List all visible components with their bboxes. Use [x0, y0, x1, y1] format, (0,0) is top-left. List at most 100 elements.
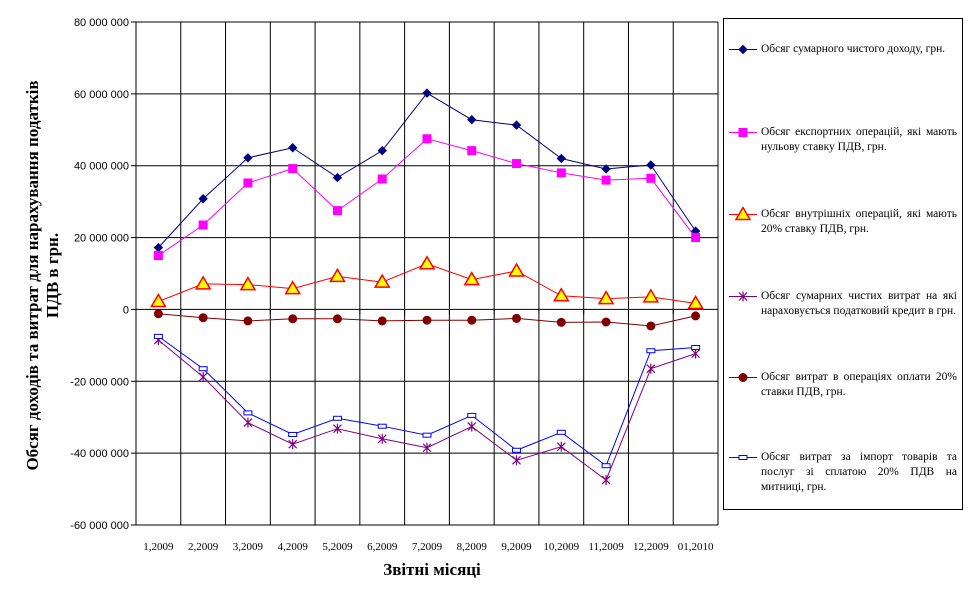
data-point [287, 143, 298, 153]
data-point [512, 159, 522, 169]
data-point [377, 316, 387, 326]
data-point [332, 206, 342, 216]
data-point [646, 348, 656, 354]
data-point [153, 333, 163, 339]
y-tick-label: 20 000 000 [74, 233, 129, 245]
data-point [691, 345, 701, 351]
data-point [556, 429, 566, 435]
series-line [158, 339, 696, 481]
data-point [556, 317, 566, 327]
data-point [153, 309, 163, 319]
y-tick-labels: 80 000 000 60 000 000 40 000 000 20 000 000… [70, 17, 129, 532]
data-point [463, 271, 481, 286]
data-point [198, 366, 208, 372]
data-point [288, 164, 298, 174]
legend-key [729, 128, 757, 137]
y-tick-label: 80 000 000 [74, 17, 129, 29]
data-point [284, 280, 301, 295]
x-tick-label: 5,2009 [322, 541, 353, 553]
data-point [377, 145, 387, 156]
x-axis-label: Звітні місяці [383, 560, 481, 579]
data-point [512, 313, 522, 323]
data-point [512, 455, 521, 466]
data-point [377, 433, 387, 444]
data-point [646, 173, 656, 183]
data-point [198, 313, 208, 323]
x-tick-label: 1,2009 [143, 541, 174, 553]
data-point [377, 423, 387, 429]
data-point [691, 233, 701, 243]
y-axis-label-line: ПДВ в грн. [43, 233, 62, 318]
data-point [512, 447, 522, 453]
data-point [646, 363, 656, 374]
data-point [601, 463, 611, 469]
data-point [597, 290, 615, 305]
data-point [467, 146, 477, 156]
legend-key [729, 207, 757, 221]
y-tick-label: 60 000 000 [74, 89, 129, 101]
x-tick-label: 01,2010 [678, 541, 714, 553]
x-tick-label: 4,2009 [278, 541, 309, 553]
data-point [422, 88, 432, 98]
data-point [288, 314, 298, 324]
data-point [243, 178, 253, 188]
legend-label: Обсяг витрат за імпорт товарів та послуг… [761, 451, 957, 493]
data-point [556, 153, 567, 164]
y-axis-label: Обсяг доходів та витрат для нарахування … [23, 80, 62, 470]
data-point [333, 423, 342, 434]
series-line [158, 263, 696, 304]
data-point [150, 293, 167, 308]
data-point [243, 316, 253, 326]
data-point [422, 432, 432, 438]
x-tick-label: 6,2009 [367, 541, 398, 553]
legend: Обсяг сумарного чистого доходу, грн. Обс… [723, 18, 963, 510]
data-point [332, 415, 342, 421]
data-point [601, 164, 611, 174]
data-point [377, 174, 387, 184]
legend-key [729, 44, 757, 55]
x-tick-label: 10,2009 [543, 541, 579, 553]
data-point [467, 315, 477, 325]
legend-label: Обсяг внутрішніх операцій, які мають 20%… [761, 208, 957, 235]
y-tick-label: -60 000 000 [70, 520, 129, 532]
legend-key [729, 291, 757, 302]
series-line [158, 92, 697, 248]
data-point [738, 128, 748, 137]
y-axis-label-line: Обсяг доходів та витрат для нарахування … [23, 80, 42, 470]
data-point [738, 291, 748, 302]
data-point [239, 276, 257, 291]
data-point [508, 262, 525, 277]
data-point [332, 314, 342, 324]
y-tick-label: -20 000 000 [70, 376, 129, 388]
data-point [198, 220, 208, 230]
legend-label: Обсяг експортних операцій, які мають нул… [761, 126, 957, 153]
y-tick-label: -40 000 000 [70, 448, 129, 460]
data-point [556, 168, 566, 178]
data-point [467, 421, 477, 432]
data-point [601, 175, 611, 185]
data-point [601, 317, 611, 327]
data-point [288, 431, 298, 437]
data-point [373, 273, 391, 288]
data-point [467, 412, 477, 418]
data-point [734, 207, 752, 221]
data-point [687, 294, 704, 310]
x-tick-label: 2,2009 [188, 541, 219, 553]
legend-label: Обсяг сумарного чистого доходу, грн. [761, 43, 946, 55]
data-point [738, 455, 748, 460]
legend-key [729, 455, 757, 460]
legend-label: Обсяг витрат в операціях оплати 20% став… [761, 371, 957, 398]
x-tick-labels: 1,2009 2,2009 3,2009 4,2009 5,2009 6,2009 7,20… [143, 541, 714, 553]
series-lines [158, 92, 697, 481]
data-point [418, 255, 436, 270]
data-point [329, 267, 346, 283]
data-point [332, 172, 343, 183]
data-point [646, 160, 656, 170]
x-tick-label: 12,2009 [633, 541, 669, 553]
y-tick-label: 40 000 000 [74, 161, 129, 173]
legend-key [729, 373, 757, 382]
data-point [646, 321, 656, 331]
x-tick-label: 7,2009 [412, 541, 443, 553]
x-tick-label: 8,2009 [457, 541, 488, 553]
